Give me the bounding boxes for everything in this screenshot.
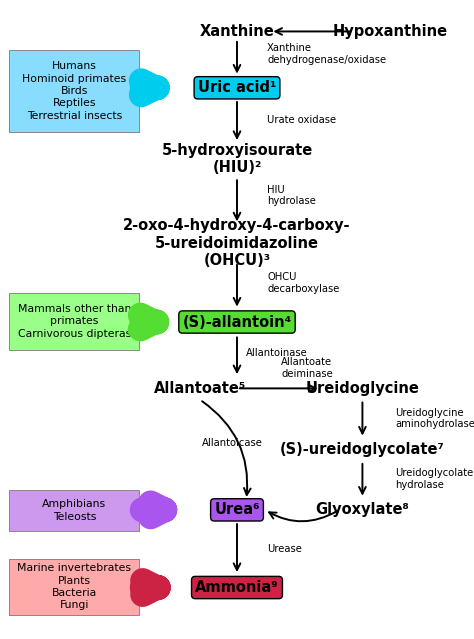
Text: Allantoicase: Allantoicase xyxy=(202,438,263,449)
Text: Allantoate⁵: Allantoate⁵ xyxy=(154,381,246,396)
Text: Xanthine: Xanthine xyxy=(200,24,274,39)
Text: (S)-ureidoglycolate⁷: (S)-ureidoglycolate⁷ xyxy=(280,442,445,458)
Text: Allantoinase: Allantoinase xyxy=(246,348,308,358)
Text: OHCU
decarboxylase: OHCU decarboxylase xyxy=(267,272,339,294)
Text: Glyoxylate⁸: Glyoxylate⁸ xyxy=(316,502,410,518)
Text: Urease: Urease xyxy=(267,544,302,554)
Text: Urate oxidase: Urate oxidase xyxy=(267,116,337,125)
Text: 5-hydroxyisourate
(HIU)²: 5-hydroxyisourate (HIU)² xyxy=(161,143,313,175)
Text: Humans
Hominoid primates
Birds
Reptiles
Terrestrial insects: Humans Hominoid primates Birds Reptiles … xyxy=(22,61,127,121)
Text: HIU
hydrolase: HIU hydrolase xyxy=(267,185,316,206)
FancyBboxPatch shape xyxy=(9,490,139,531)
Text: Ureidoglycine
aminohydrolase: Ureidoglycine aminohydrolase xyxy=(395,408,474,429)
Text: Mammals other than
primates
Carnivorous dipteras: Mammals other than primates Carnivorous … xyxy=(18,304,131,339)
Text: Hypoxanthine: Hypoxanthine xyxy=(333,24,448,39)
FancyBboxPatch shape xyxy=(9,50,139,132)
Text: Xanthine
dehydrogenase/oxidase: Xanthine dehydrogenase/oxidase xyxy=(267,43,386,65)
Text: 2-oxo-4-hydroxy-4-carboxy-
5-ureidoimidazoline
(OHCU)³: 2-oxo-4-hydroxy-4-carboxy- 5-ureidoimida… xyxy=(123,218,351,268)
FancyBboxPatch shape xyxy=(9,293,139,350)
Text: Ureidoglycolate
hydrolase: Ureidoglycolate hydrolase xyxy=(395,468,473,490)
Text: Marine invertebrates
Plants
Bacteria
Fungi: Marine invertebrates Plants Bacteria Fun… xyxy=(18,564,131,610)
Text: Uric acid¹: Uric acid¹ xyxy=(198,81,276,95)
Text: Allantoate
deiminase: Allantoate deiminase xyxy=(281,357,333,378)
Text: Amphibians
Teleosts: Amphibians Teleosts xyxy=(42,499,107,521)
FancyBboxPatch shape xyxy=(9,558,139,615)
Text: Urea⁶: Urea⁶ xyxy=(214,502,260,518)
Text: (S)-allantoin⁴: (S)-allantoin⁴ xyxy=(182,314,292,330)
Text: Ammonia⁹: Ammonia⁹ xyxy=(195,580,279,595)
Text: Ureidoglycine: Ureidoglycine xyxy=(305,381,419,396)
